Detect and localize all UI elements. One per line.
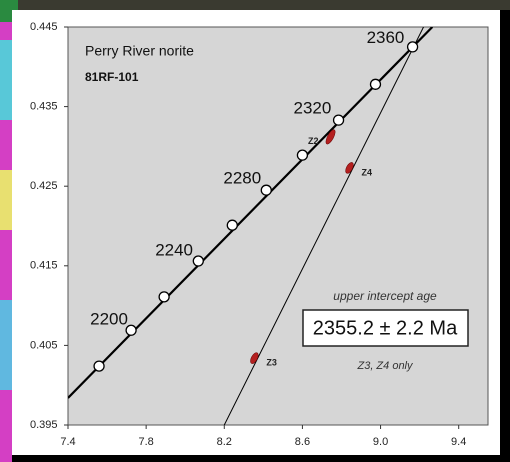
age-point [93,360,105,372]
y-tick-label: 0.395 [30,419,58,431]
age-label: 2280 [223,169,261,188]
x-tick-label: 9.4 [451,436,466,448]
age-point [125,324,137,336]
zircon-label: Z3 [266,358,277,368]
age-label: 2360 [367,28,405,47]
age-point [406,41,419,53]
age-label: 2240 [155,240,193,259]
x-tick-label: 8.2 [217,436,232,448]
annotation: upper intercept age 2355.2 ± 2.2 Ma Z3, … [302,289,469,372]
x-tick-label: 9.0 [373,436,388,448]
age-point [260,184,272,196]
zircon-ellipse [325,129,336,145]
age-point [158,291,170,303]
y-tick-label: 0.445 [30,21,58,33]
plot-area [67,26,489,426]
annotation-heading: upper intercept age [333,289,437,303]
age-point [296,149,309,161]
zircon-label: Z4 [361,167,372,177]
age-point [226,219,238,231]
concordia-curve [68,27,434,399]
annotation-note: Z3, Z4 only [356,360,414,372]
annotation-value: 2355.2 ± 2.2 Ma [313,317,458,339]
y-tick-label: 0.415 [30,260,58,272]
chart-title: Perry River norite [85,43,194,59]
age-point [369,78,382,90]
sample-label: 81RF-101 [85,70,139,84]
x-tick-label: 8.6 [295,436,310,448]
zircon-ellipse [345,162,354,174]
zircon-label: Z2 [308,136,319,146]
plot-layer: 2200 2240 2280 2320 2360 Z2 Z4 Z3 [68,27,434,425]
annotation-box [302,309,469,347]
zircon-ellipse [250,352,259,364]
y-tick-label: 0.405 [30,339,58,351]
x-tick-label: 7.8 [138,436,153,448]
age-point [332,114,345,126]
age-point [192,255,204,267]
y-tick-label: 0.435 [30,101,58,113]
age-label: 2320 [294,99,332,118]
y-tick-label: 0.425 [30,180,58,192]
x-tick-label: 7.4 [60,436,75,448]
age-label: 2200 [90,310,128,329]
